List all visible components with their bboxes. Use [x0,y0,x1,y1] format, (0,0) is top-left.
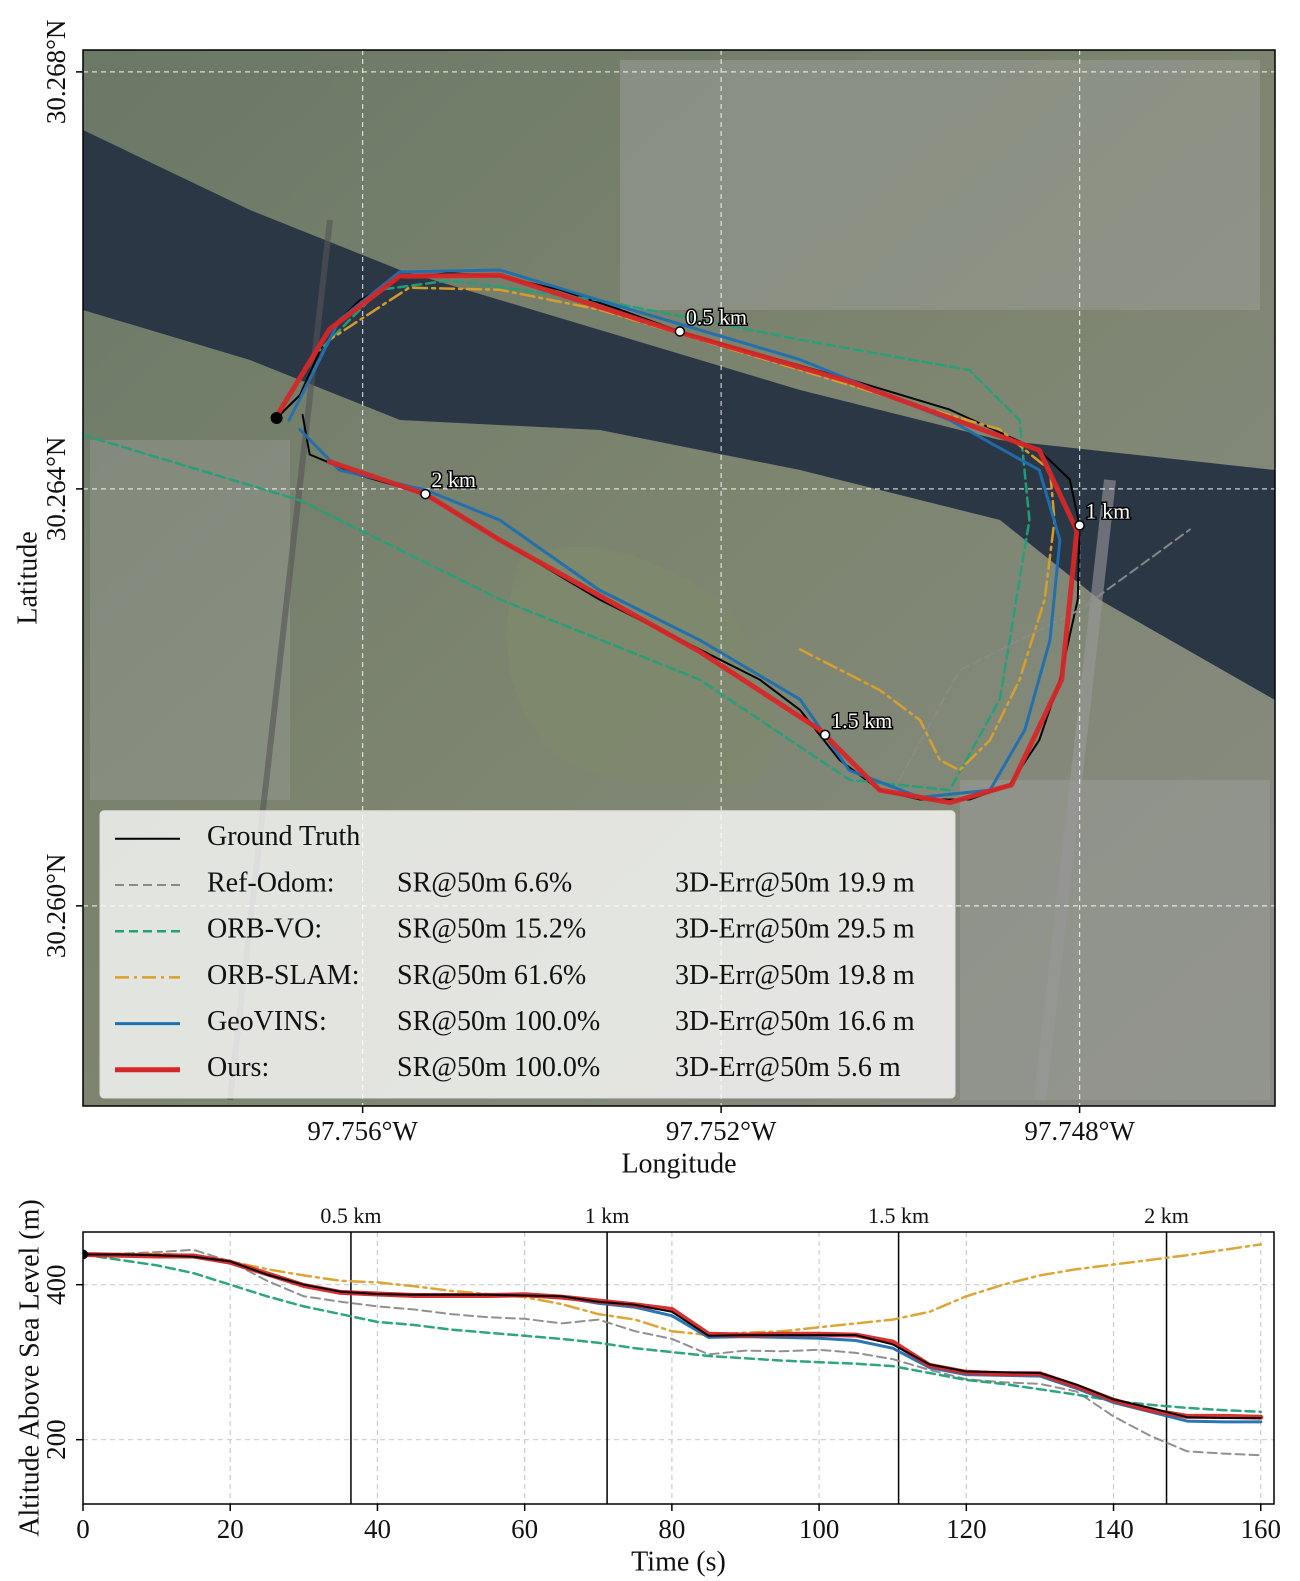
legend-label: ORB-VO: [207,914,322,945]
distance-label: 0.5 km [686,305,747,330]
x-tick-label: 97.752°W [666,1116,777,1146]
distance-label: 2 km [431,467,476,492]
series-line [83,1253,1262,1419]
y-axis-label: Latitude [12,531,43,624]
y-tick-label: 30.264°N [41,437,71,542]
x-tick-label: 80 [658,1514,685,1544]
x-tick-label: 120 [946,1514,987,1544]
axes-frame [82,49,1276,1107]
series-line [276,272,1080,806]
x-axis-label: Longitude [621,1148,736,1179]
y-tick-label: 30.268°N [41,20,71,125]
x-tick-label: 140 [1093,1514,1134,1544]
x-tick-label: 100 [799,1514,840,1544]
legend-metric: 3D-Err@50m 19.9 m [675,867,915,898]
x-tick-label: 20 [217,1514,244,1544]
legend-label: Ours: [207,1052,269,1083]
series-line [287,268,1062,799]
y-tick-label: 400 [41,1264,71,1305]
legend-metric: SR@50m 100.0% [397,1052,600,1083]
start-point [270,411,283,424]
distance-marker [819,729,831,741]
axes-frame [82,1231,1275,1505]
legend-label: Ref-Odom: [207,867,335,898]
series-line [83,1253,1263,1414]
legend-box [99,810,956,1099]
distance-label: 1.5 km [831,708,892,733]
legend-metric: 3D-Err@50m 29.5 m [675,914,915,945]
x-tick-label: 0 [76,1514,90,1544]
altitude-chart: 0 20 40 60 80 100 120 140 160 200 400 Time (s) Altit… [14,1199,1281,1577]
start-point [83,1249,88,1260]
legend-label: GeoVINS: [207,1006,327,1037]
distance-marker [674,326,686,337]
legend-metric: SR@50m 15.2% [397,914,586,945]
series-line [83,1248,1262,1457]
x-tick-label: 97.756°W [307,1116,418,1146]
plot-area [83,1232,1274,1504]
series-line [898,528,1191,781]
distance-label: 1 km [1086,498,1131,523]
map-chart: 97.756°W 97.752°W 97.748°W 30.260°N 30.264°N… [12,20,1276,1179]
distance-label: 0.5 km [320,1203,381,1228]
legend-metric: 3D-Err@50m 19.8 m [675,960,915,991]
x-tick-label: 40 [364,1514,391,1544]
y-tick-label: 30.260°N [41,854,71,959]
legend-metric: 3D-Err@50m 16.6 m [675,1006,915,1037]
x-tick-label: 160 [1241,1514,1282,1544]
legend-metric: SR@50m 6.6% [397,867,572,898]
x-tick-label: 97.748°W [1024,1116,1135,1146]
legend-metric: SR@50m 61.6% [397,960,586,991]
x-axis-label: Time (s) [631,1546,726,1577]
distance-label: 1 km [585,1203,630,1228]
distance-label: 1.5 km [868,1203,929,1228]
series-line [83,1243,1263,1337]
distance-label: 2 km [1144,1203,1189,1228]
series-line [83,279,1031,792]
legend-metric: SR@50m 100.0% [397,1006,600,1037]
distance-marker [420,488,431,500]
legend-label: Ground Truth [207,821,360,852]
legend-label: ORB-SLAM: [207,960,359,991]
x-tick-label: 60 [511,1514,538,1544]
y-tick-label: 200 [41,1419,71,1460]
distance-marker [1074,520,1085,531]
y-axis-label: Altitude Above Sea Level (m) [14,1199,45,1536]
legend-metric: 3D-Err@50m 5.6 m [675,1052,901,1083]
